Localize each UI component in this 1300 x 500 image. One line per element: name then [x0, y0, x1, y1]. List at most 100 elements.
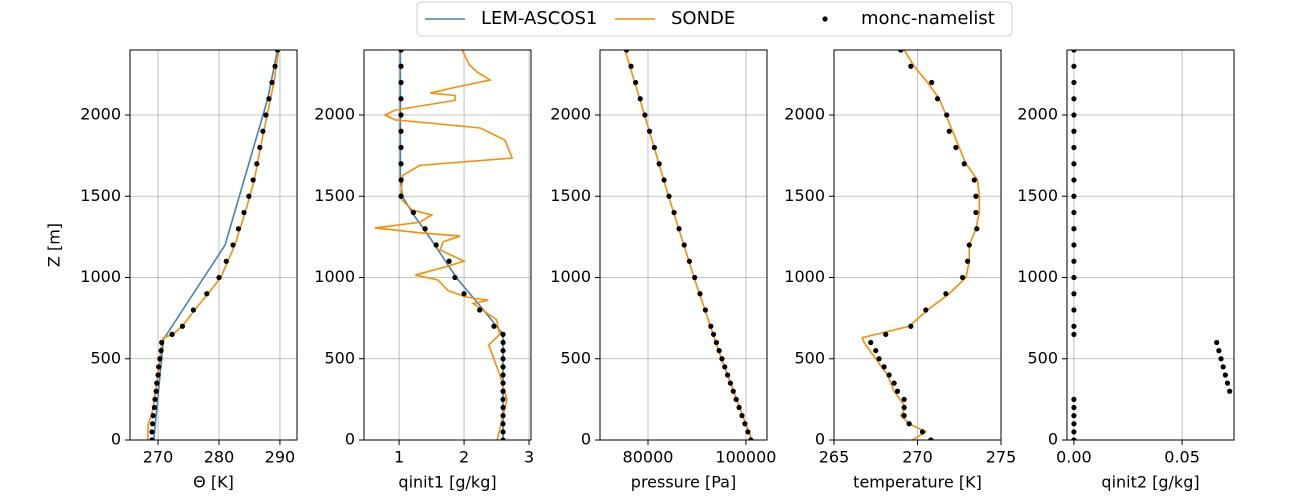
profile-marker [461, 291, 467, 297]
profile-marker [152, 396, 158, 402]
profile-line [374, 50, 514, 440]
y-tick-label: 1000 [80, 267, 121, 286]
y-tick-label: 2000 [1017, 105, 1058, 124]
profile-marker [637, 96, 643, 102]
profile-marker [973, 193, 979, 199]
profile-marker [739, 413, 745, 419]
profile-marker [671, 209, 677, 216]
plot-area [1071, 50, 1233, 440]
x-tick-label: 275 [986, 448, 1017, 467]
profile-marker [1071, 209, 1077, 216]
profile-marker [169, 331, 175, 337]
plot-area [861, 50, 981, 440]
profile-marker [260, 128, 266, 134]
x-tick-label: 0.00 [1056, 448, 1092, 467]
profile-marker [433, 242, 439, 248]
y-tick-label: 500 [90, 348, 121, 367]
profile-marker [266, 96, 272, 102]
profile-marker [686, 258, 693, 264]
profile-marker [230, 242, 236, 248]
profile-marker [697, 291, 703, 297]
x-tick-label: 80000 [623, 448, 674, 467]
y-tick-label: 2000 [314, 105, 355, 124]
profile-marker [1071, 161, 1077, 167]
profile-marker [923, 307, 929, 313]
profile-marker [710, 331, 717, 337]
profile-marker [1071, 307, 1077, 313]
profile-marker [159, 339, 165, 346]
subplot: 80000 100000 0 500 1000 1500 2000 pressure [Pa] [550, 49, 776, 492]
x-tick-label: 1 [394, 448, 404, 467]
axes-frame [833, 49, 1002, 441]
profile-marker [257, 144, 263, 151]
legend: LEM-ASCOS1 SONDE monc-namelist [416, 1, 1013, 37]
profile-marker [1071, 50, 1077, 53]
axes-frame [1066, 49, 1235, 441]
profile-marker [656, 161, 662, 167]
profile-marker [477, 307, 483, 313]
legend-swatch [822, 16, 828, 22]
profile-marker [733, 396, 739, 402]
profile-marker [1071, 291, 1077, 297]
profile-marker [974, 226, 980, 232]
profile-marker [745, 429, 751, 435]
plot-area [374, 50, 514, 440]
profile-marker [190, 307, 196, 313]
y-tick-label: 0 [111, 430, 121, 449]
axes-frame [129, 49, 298, 441]
profile-marker [149, 429, 155, 435]
profile-marker [254, 161, 260, 167]
profile-marker [965, 258, 971, 264]
profile-marker [1071, 112, 1077, 118]
profile-marker [908, 63, 914, 69]
profile-marker [628, 63, 634, 69]
profile-marker [216, 274, 222, 281]
profile-marker [500, 388, 506, 394]
profile-marker [149, 437, 155, 440]
profile-marker [149, 421, 156, 427]
profile-marker [1071, 331, 1077, 337]
profile-marker [151, 404, 157, 411]
profile-marker [263, 112, 269, 118]
y-tick-label: 2000 [550, 105, 591, 124]
profile-marker [959, 274, 966, 281]
y-tick-label: 500 [794, 348, 825, 367]
profile-marker [727, 380, 734, 386]
profile-marker [943, 291, 949, 297]
profile-marker [179, 323, 186, 329]
profile-marker [154, 380, 160, 386]
x-axis-label: qinit1 [g/kg] [398, 473, 496, 492]
y-tick-label: 1000 [784, 267, 825, 286]
profile-marker [398, 161, 404, 167]
profile-marker [961, 161, 967, 167]
profile-marker [500, 380, 506, 386]
profile-marker [491, 323, 497, 329]
profile-marker [274, 50, 281, 53]
profile-marker [452, 274, 458, 281]
y-axis-label: Z [m] [45, 223, 64, 267]
profile-marker [901, 413, 907, 419]
y-tick-label: 1500 [1017, 186, 1058, 205]
profile-marker [724, 372, 731, 378]
profile-marker [500, 437, 506, 440]
profile-marker [1071, 128, 1077, 134]
profile-marker [883, 331, 889, 337]
profile-marker [398, 50, 404, 53]
profile-marker [155, 372, 161, 378]
profile-marker [422, 226, 428, 232]
profile-marker [1071, 429, 1077, 435]
profile-marker [944, 112, 950, 118]
profile-marker [646, 128, 653, 134]
profile-marker [722, 364, 728, 370]
profile-line [861, 50, 981, 440]
profile-marker [633, 79, 639, 86]
profile-marker [269, 79, 275, 86]
x-tick-label: 2 [459, 448, 469, 467]
profile-marker [898, 50, 904, 53]
profile-marker [272, 63, 278, 69]
profile-marker [1071, 437, 1077, 440]
profile-marker [204, 291, 210, 297]
x-tick-label: 265 [819, 448, 850, 467]
